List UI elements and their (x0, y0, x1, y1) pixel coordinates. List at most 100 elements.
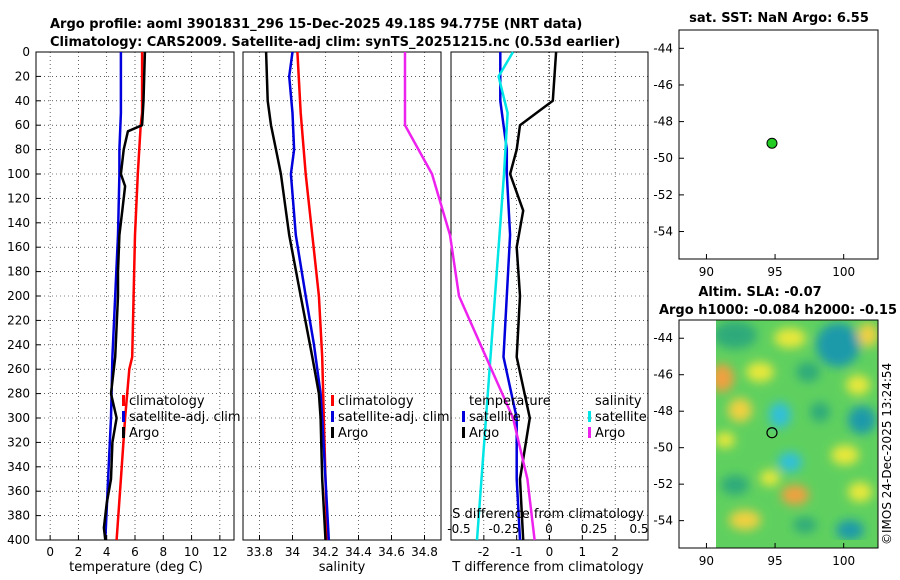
y-tick-label: 220 (7, 313, 30, 327)
map-y-tick-label: -54 (653, 514, 673, 528)
legend-title-salinity: salinity (595, 394, 642, 409)
salinity-legend: climatology satellite-adj. clim Argo (331, 394, 450, 441)
y-tick-label: 20 (15, 69, 30, 83)
series-t-satellite (499, 52, 522, 541)
x-tick-label: 2 (611, 545, 619, 559)
x-tick-label: 34.2 (312, 545, 339, 559)
y-tick-label: 100 (7, 167, 30, 181)
map-y-tick-label: -44 (653, 41, 673, 55)
temperature-lines (102, 51, 147, 541)
argo-position-ring (766, 427, 778, 439)
y-tick-label: 0 (22, 45, 30, 59)
legend-label-t-argo: Argo (469, 426, 499, 441)
sst-map: sat. SST: NaN Argo: 6.55 90 95 100 -44 -46 -4… (653, 11, 879, 279)
s-tick-label: 0.25 (581, 522, 608, 536)
series-argo (264, 51, 327, 541)
y-tick-label: 180 (7, 265, 30, 279)
temperature-xticks: 0 2 4 6 8 10 12 (46, 535, 227, 559)
map-x-tick-label: 95 (767, 265, 782, 279)
legend-swatch-t-argo (462, 427, 465, 438)
map-y-tick-label: -54 (653, 225, 673, 239)
map-y-tick-label: -52 (653, 188, 673, 202)
temperature-panel: 0 2 4 6 8 10 12 0 20 40 60 80 100 120 140 160 180 200 220… (7, 45, 241, 575)
sst-map-axes (678, 29, 879, 260)
series-satellite-adj-clim (287, 51, 331, 541)
sla-map-subtitle: Argo h1000: -0.084 h2000: -0.15 (659, 303, 897, 318)
legend-swatch-satellite (122, 411, 125, 422)
x-tick-label: 10 (184, 545, 199, 559)
legend-swatch-climatology (331, 395, 334, 406)
y-tick-label: 140 (7, 216, 30, 230)
s-tick-label: 0 (545, 522, 553, 536)
y-tick-label: 340 (7, 460, 30, 474)
map-y-tick-label: -48 (653, 115, 673, 129)
x-tick-label: 6 (131, 545, 139, 559)
legend-label-t-satellite: satellite (469, 410, 521, 425)
legend-title-temperature: temperature (469, 394, 551, 409)
x-tick-label: 0 (46, 545, 54, 559)
legend-label-argo: Argo (338, 426, 368, 441)
series-t-argo (508, 51, 558, 541)
x-tick-label: -2 (478, 545, 490, 559)
x-tick-label: 8 (159, 545, 167, 559)
x-tick-label: 34.6 (378, 545, 405, 559)
temperature-xlabel: temperature (deg C) (69, 560, 203, 575)
difference-panel: -2 -1 0 1 2 -0.5 -0.25 0 0.25 0.5 S difference f… (403, 51, 649, 575)
s-tick-label: -0.25 (488, 522, 519, 536)
map-y-tick-label: -46 (653, 78, 673, 92)
s-tick-label: -0.5 (447, 522, 470, 536)
x-tick-label: 0 (546, 545, 554, 559)
map-y-tick-label: -50 (653, 441, 673, 455)
temperature-legend: climatology satellite-adj. clim Argo (122, 394, 241, 441)
legend-label-satellite: satellite-adj. clim (338, 410, 450, 425)
climatology-title: Climatology: CARS2009. Satellite-adj cli… (50, 35, 620, 50)
map-y-tick-label: -46 (653, 368, 673, 382)
depth-yticks: 0 20 40 60 80 100 120 140 160 180 200 220 240 260 280 3… (7, 45, 41, 547)
y-tick-label: 120 (7, 191, 30, 205)
map-y-tick-label: -52 (653, 477, 673, 491)
profile-title: Argo profile: aoml 3901831_296 15-Dec-20… (50, 17, 582, 32)
map-y-tick-label: -44 (653, 331, 673, 345)
y-tick-label: 60 (15, 118, 30, 132)
legend-swatch-argo (331, 427, 334, 438)
t-difference-xlabel: T difference from climatology (451, 560, 644, 575)
difference-grid (451, 52, 648, 540)
legend-label-s-argo: Argo (595, 426, 625, 441)
difference-legend: temperature satellite Argo salinity sate… (462, 394, 647, 441)
y-tick-label: 200 (7, 289, 30, 303)
difference-xticks: -2 -1 0 1 2 (478, 535, 619, 559)
series-s-argo (403, 52, 536, 541)
sla-field (716, 321, 878, 540)
sla-map-ticks: 90 95 100 -44 -46 -48 -50 -52 -54 (653, 331, 855, 568)
salinity-xlabel: salinity (319, 560, 366, 575)
sla-map-title: Altim. SLA: -0.07 (698, 285, 821, 300)
map-x-tick-label: 100 (832, 265, 855, 279)
map-x-tick-label: 95 (767, 554, 782, 568)
y-tick-label: 320 (7, 435, 30, 449)
x-tick-label: 2 (75, 545, 83, 559)
x-tick-label: 33.8 (246, 545, 273, 559)
y-tick-label: 240 (7, 338, 30, 352)
x-tick-label: 1 (579, 545, 587, 559)
sst-map-ticks: 90 95 100 -44 -46 -48 -50 -52 -54 (653, 41, 855, 279)
y-tick-label: 360 (7, 484, 30, 498)
legend-swatch-s-argo (588, 427, 591, 438)
x-tick-label: -1 (511, 545, 523, 559)
sla-heatmap (716, 320, 878, 548)
temperature-grid (36, 52, 234, 540)
y-tick-label: 280 (7, 387, 30, 401)
salinity-difference-xticks: -0.5 -0.25 0 0.25 0.5 (447, 522, 648, 536)
x-tick-label: 4 (103, 545, 111, 559)
map-x-tick-label: 90 (699, 265, 714, 279)
legend-swatch-climatology (122, 395, 125, 406)
legend-swatch-satellite (331, 411, 334, 422)
sla-map-axes (678, 319, 879, 549)
legend-swatch-argo (122, 427, 125, 438)
x-tick-label: 34.4 (345, 545, 372, 559)
map-x-tick-label: 90 (699, 554, 714, 568)
argo-position-marker (766, 137, 778, 149)
y-tick-label: 80 (15, 143, 30, 157)
s-tick-label: 0.5 (629, 522, 648, 536)
copyright-label: ©IMOS 24-Dec-2025 13:24:54 (880, 363, 894, 545)
map-y-tick-label: -50 (653, 151, 673, 165)
